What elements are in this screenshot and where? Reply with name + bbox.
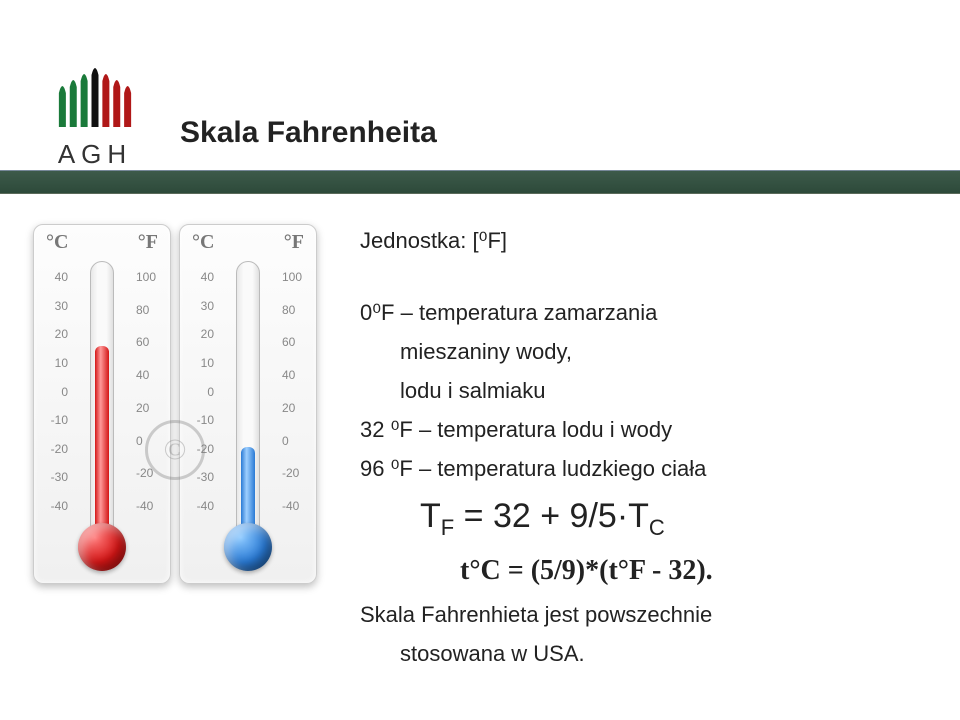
def-32f: 32 ⁰F – temperatura lodu i wody bbox=[360, 413, 920, 446]
fahrenheit-label: °F bbox=[284, 231, 304, 254]
formula-c-from-f: t°C = (5/9)*(t°F - 32). bbox=[360, 550, 920, 592]
agh-logo-icon bbox=[55, 61, 135, 131]
thermometers: °C °F 403020100-10-20-30-40 100806040200… bbox=[20, 224, 330, 676]
fahrenheit-label: °F bbox=[138, 231, 158, 254]
celsius-label: °C bbox=[192, 231, 214, 254]
logo: AGH bbox=[30, 61, 160, 170]
thermometer-bulb bbox=[224, 523, 272, 571]
page-title: Skala Fahrenheita bbox=[180, 116, 437, 150]
thermometer-fluid bbox=[241, 447, 255, 526]
content: °C °F 403020100-10-20-30-40 100806040200… bbox=[0, 194, 960, 676]
thermometer-tube bbox=[236, 261, 260, 527]
formula-f-from-c: TF = 32 + 9/5·TC bbox=[360, 491, 920, 544]
text-column: Jednostka: [⁰F] 0⁰F – temperatura zamarz… bbox=[330, 224, 920, 676]
logo-text: AGH bbox=[58, 139, 132, 170]
celsius-scale: 403020100-10-20-30-40 bbox=[42, 270, 68, 513]
fahrenheit-scale: 100806040200-20-40 bbox=[282, 270, 308, 513]
def-0f-c: lodu i salmiaku bbox=[360, 374, 920, 407]
footer-b: stosowana w USA. bbox=[360, 637, 920, 670]
thermometer-fluid bbox=[95, 346, 109, 526]
def-0f-b: mieszaniny wody, bbox=[360, 335, 920, 368]
celsius-label: °C bbox=[46, 231, 68, 254]
watermark-icon: © bbox=[145, 420, 205, 480]
thermometer-cold: °C °F 403020100-10-20-30-40 100806040200… bbox=[179, 224, 317, 584]
def-0f-a: 0⁰F – temperatura zamarzania bbox=[360, 296, 920, 329]
divider-stripe bbox=[0, 170, 960, 194]
thermometer-tube bbox=[90, 261, 114, 527]
header: AGH Skala Fahrenheita bbox=[0, 0, 960, 170]
footer-a: Skala Fahrenhieta jest powszechnie bbox=[360, 598, 920, 631]
fahrenheit-scale: 100806040200-20-40 bbox=[136, 270, 162, 513]
thermometer-bulb bbox=[78, 523, 126, 571]
thermometer-hot: °C °F 403020100-10-20-30-40 100806040200… bbox=[33, 224, 171, 584]
celsius-scale: 403020100-10-20-30-40 bbox=[188, 270, 214, 513]
unit-line: Jednostka: [⁰F] bbox=[360, 224, 920, 257]
def-96f: 96 ⁰F – temperatura ludzkiego ciała bbox=[360, 452, 920, 485]
